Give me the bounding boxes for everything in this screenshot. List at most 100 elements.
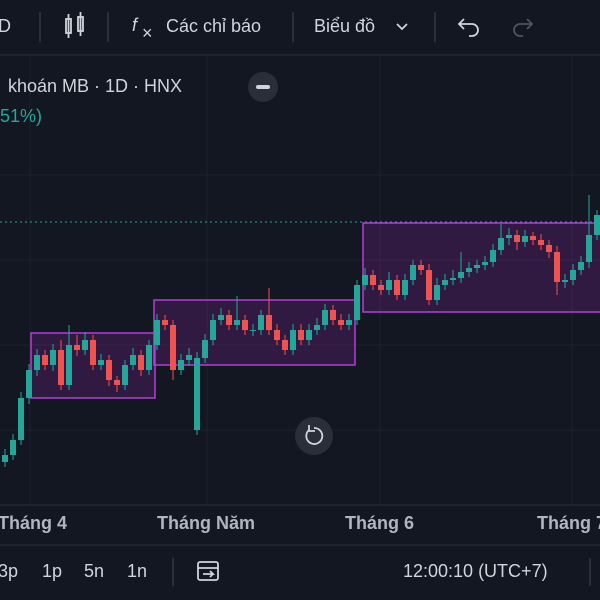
candle-body bbox=[50, 350, 56, 365]
candle-body bbox=[234, 320, 240, 325]
candle-body bbox=[322, 310, 328, 325]
candle-body bbox=[146, 345, 152, 370]
candle-body bbox=[42, 355, 48, 365]
candle-body bbox=[282, 340, 288, 350]
candle-body bbox=[18, 398, 24, 440]
range-button[interactable]: 5n bbox=[84, 561, 104, 581]
indicators[interactable]: Các chỉ báo bbox=[166, 16, 261, 36]
range-button[interactable]: 3p bbox=[0, 561, 18, 581]
chevron bbox=[396, 23, 408, 31]
candle-body bbox=[186, 355, 192, 360]
reset-icon bbox=[305, 425, 324, 445]
candle-body bbox=[202, 340, 208, 358]
candle-body bbox=[58, 350, 64, 385]
candle-body bbox=[82, 340, 88, 350]
fx-icon[interactable]: f bbox=[132, 15, 139, 35]
candle-body bbox=[98, 360, 104, 365]
candle-body bbox=[474, 265, 480, 268]
candle-icon[interactable] bbox=[65, 12, 84, 38]
candle-body bbox=[2, 455, 8, 462]
candle-body bbox=[34, 355, 40, 370]
candle-body bbox=[490, 250, 496, 262]
candle-body bbox=[66, 345, 72, 385]
candle-body bbox=[330, 310, 336, 320]
candle-body bbox=[578, 262, 584, 270]
candle-body bbox=[210, 320, 216, 340]
candle-body bbox=[138, 355, 144, 370]
candle-body bbox=[418, 265, 424, 270]
candle-body bbox=[274, 330, 280, 340]
candle-body bbox=[442, 280, 448, 285]
candle-body bbox=[594, 215, 600, 235]
clock[interactable]: 12:00:10 (UTC+7) bbox=[403, 561, 548, 581]
range-button[interactable]: 1n bbox=[127, 561, 147, 581]
candle-body bbox=[570, 270, 576, 280]
candles bbox=[2, 195, 600, 467]
candle-body bbox=[250, 330, 256, 331]
candle-body bbox=[458, 272, 464, 278]
separators bbox=[39, 12, 436, 42]
grid bbox=[0, 56, 600, 505]
candle-body bbox=[506, 235, 512, 238]
redo[interactable] bbox=[513, 18, 534, 37]
candle-body bbox=[410, 265, 416, 280]
candle-body bbox=[402, 280, 408, 295]
candle-body bbox=[466, 268, 472, 272]
candle-body bbox=[74, 345, 80, 350]
x-tick-label: Tháng Năm bbox=[157, 513, 255, 533]
date-range-icon[interactable] bbox=[197, 561, 219, 581]
symbol-title: khoán MB · 1D · HNX bbox=[8, 76, 182, 96]
x-axis: Tháng 4 Tháng Năm Tháng 6 Tháng 7 bbox=[0, 513, 600, 533]
candle-body bbox=[530, 236, 536, 240]
candle-body bbox=[370, 275, 376, 285]
candle-body bbox=[482, 262, 488, 265]
minus bbox=[256, 85, 270, 89]
candle-body bbox=[162, 320, 168, 325]
chart-menu[interactable]: Biểu đồ bbox=[314, 16, 375, 36]
candle-body bbox=[194, 358, 200, 430]
candle-body bbox=[306, 330, 312, 340]
candle-body bbox=[498, 238, 504, 250]
candle-body bbox=[426, 270, 432, 300]
candle-body bbox=[386, 280, 392, 290]
candle-body bbox=[106, 360, 112, 380]
change: 51%) bbox=[0, 106, 42, 126]
candle-body bbox=[170, 325, 176, 370]
candle-body bbox=[378, 285, 384, 290]
candle-body bbox=[346, 320, 352, 325]
candle-body bbox=[26, 370, 32, 398]
candle-body bbox=[586, 235, 592, 262]
undo[interactable] bbox=[457, 18, 479, 37]
candle-body bbox=[514, 235, 520, 242]
candle-body bbox=[554, 252, 560, 282]
toolbar bbox=[0, 0, 600, 55]
candle-body bbox=[130, 355, 136, 365]
candle-body bbox=[114, 380, 120, 385]
candle-body bbox=[338, 320, 344, 325]
candle-body bbox=[242, 320, 248, 330]
candle-body bbox=[298, 330, 304, 340]
candle-body bbox=[290, 330, 296, 350]
candle-body bbox=[266, 315, 272, 330]
candle-body bbox=[218, 315, 224, 320]
candle-body bbox=[450, 278, 456, 280]
candle-body bbox=[354, 285, 360, 320]
candle-body bbox=[362, 275, 368, 285]
candle-body bbox=[10, 440, 16, 455]
range-button[interactable]: 1p bbox=[42, 561, 62, 581]
candle-body bbox=[546, 245, 552, 252]
reset-button[interactable] bbox=[295, 417, 333, 455]
candle-body bbox=[178, 360, 184, 370]
candle-body bbox=[538, 240, 544, 245]
candle-body bbox=[258, 315, 264, 330]
fx-sub: × bbox=[142, 23, 153, 43]
candle-body bbox=[562, 280, 568, 282]
interval[interactable]: D bbox=[0, 16, 11, 36]
candle-body bbox=[90, 340, 96, 365]
x-tick-label: Tháng 4 bbox=[0, 513, 67, 533]
candle-body bbox=[226, 315, 232, 325]
candle-body bbox=[522, 236, 528, 242]
x-tick-label: Tháng 7 bbox=[537, 513, 600, 533]
candle-body bbox=[122, 365, 128, 385]
